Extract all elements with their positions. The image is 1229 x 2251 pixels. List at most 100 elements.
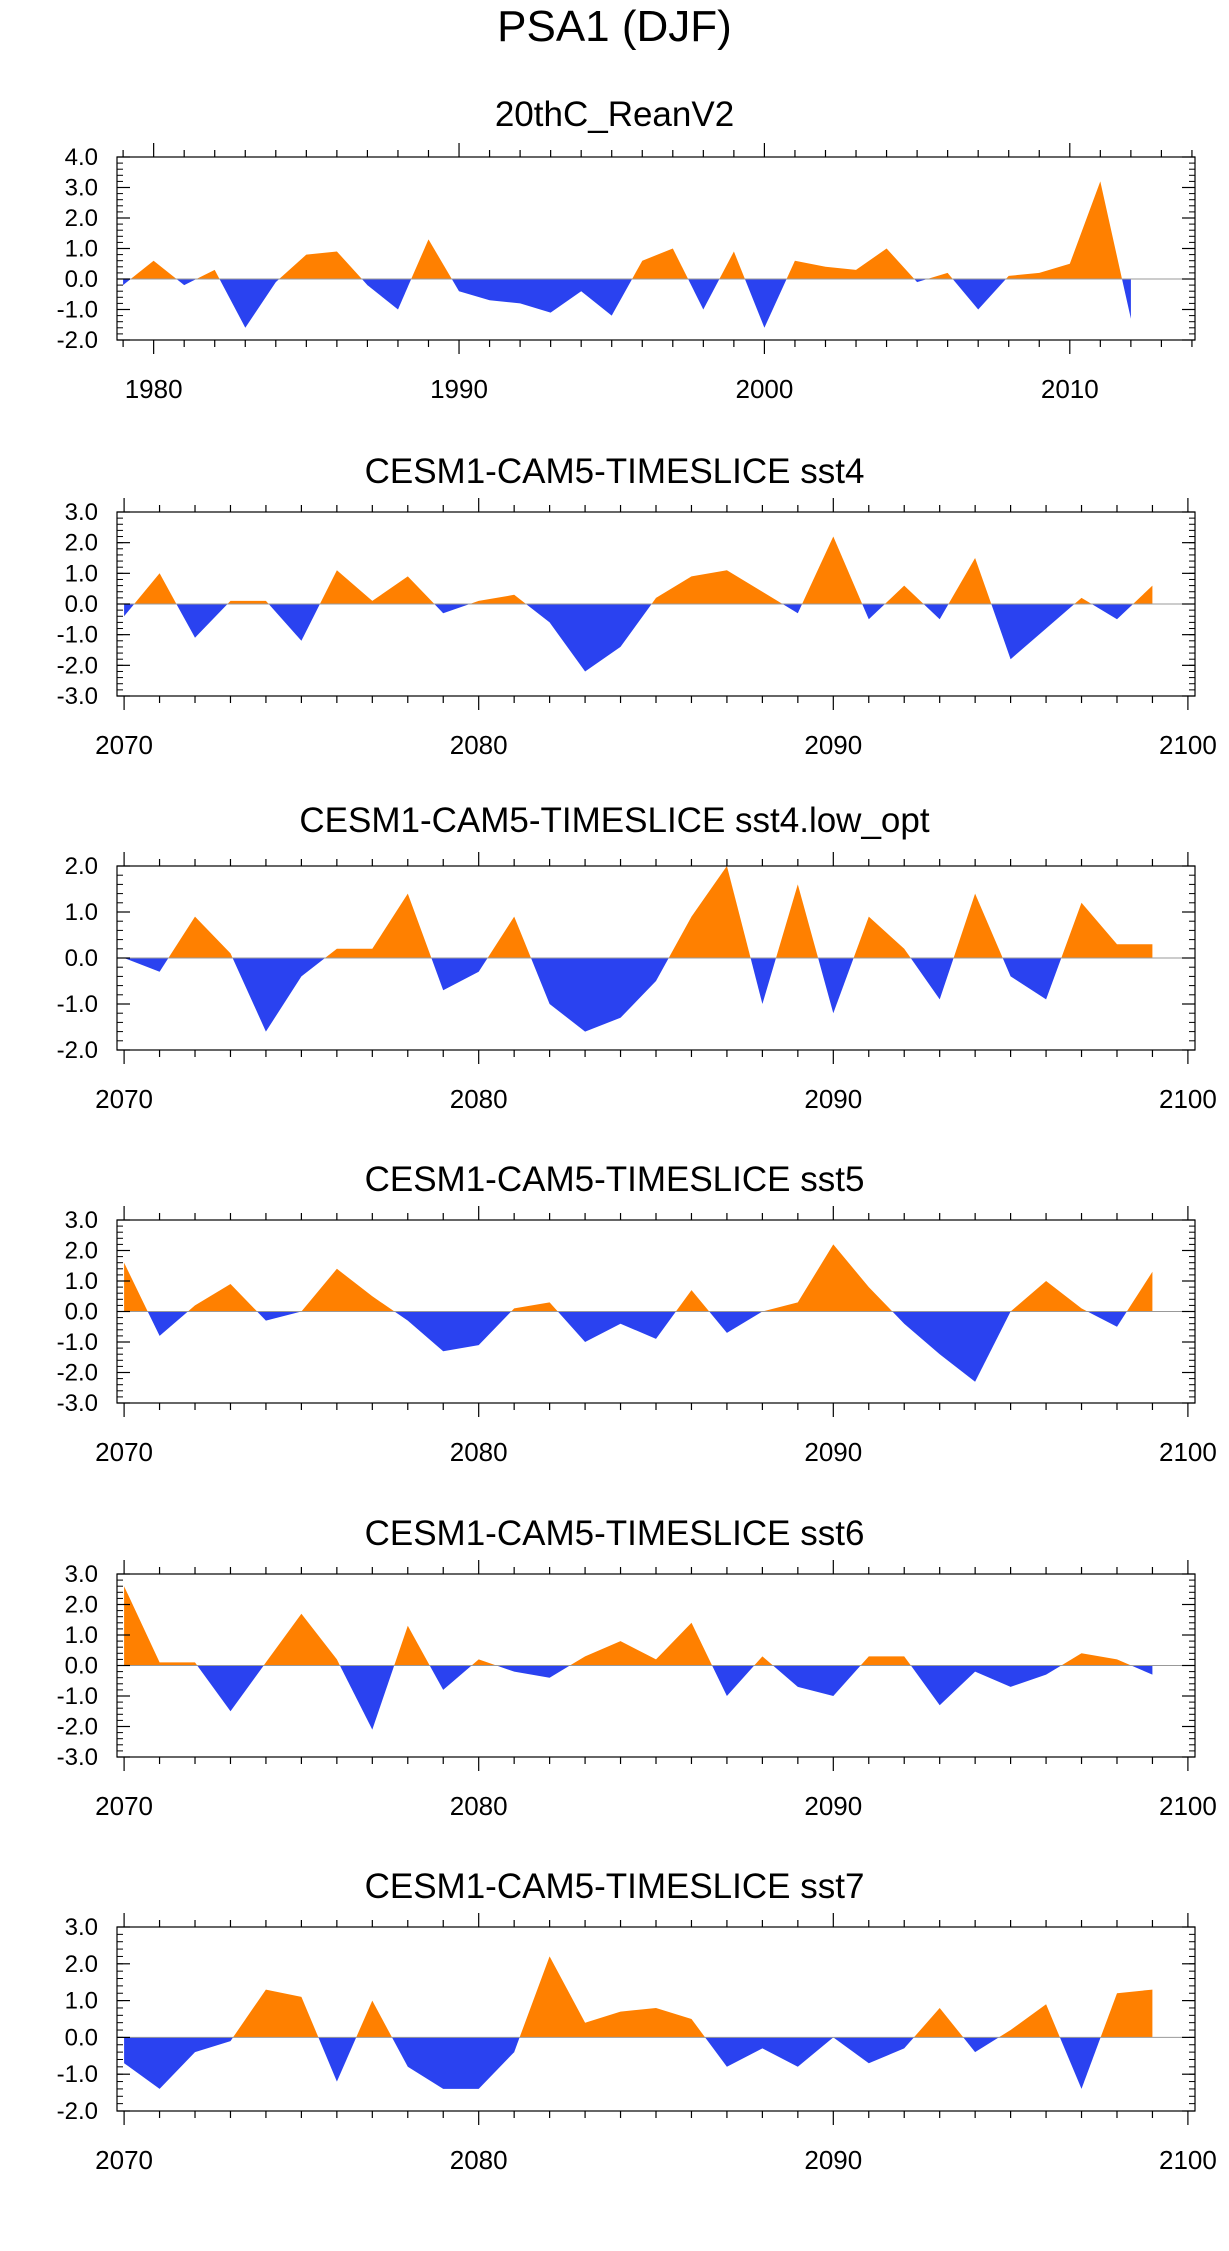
y-tick-label: 3.0 xyxy=(65,1561,98,1588)
positive-area xyxy=(787,249,915,280)
y-tick-label: 0.0 xyxy=(65,266,98,293)
negative-area xyxy=(269,604,320,641)
y-tick-label: -2.0 xyxy=(57,1037,98,1064)
negative-area xyxy=(124,958,168,972)
negative-area xyxy=(526,604,652,672)
negative-area xyxy=(318,2037,356,2081)
x-tick-label: 1990 xyxy=(430,374,488,404)
positive-area xyxy=(914,2008,963,2037)
negative-area xyxy=(818,958,854,1013)
positive-area xyxy=(320,570,435,604)
negative-area xyxy=(124,604,134,616)
y-tick-label: 2.0 xyxy=(65,853,98,880)
positive-area xyxy=(1061,1653,1131,1665)
y-tick-label: -1.0 xyxy=(57,1683,98,1710)
positive-area xyxy=(1061,903,1152,958)
positive-area xyxy=(124,1263,148,1312)
negative-area xyxy=(833,2037,914,2063)
y-tick-label: 2.0 xyxy=(65,530,98,557)
y-tick-label: -1.0 xyxy=(57,991,98,1018)
positive-area xyxy=(411,239,452,279)
chart-title: 20thC_ReanV2 xyxy=(0,95,1229,135)
negative-area xyxy=(1122,279,1131,319)
y-tick-label: 2.0 xyxy=(65,205,98,232)
y-tick-label: 3.0 xyxy=(65,499,98,526)
x-tick-label: 2100 xyxy=(1159,2145,1217,2175)
x-tick-label: 2070 xyxy=(95,1084,153,1114)
negative-area xyxy=(953,279,1006,310)
x-tick-label: 2100 xyxy=(1159,1437,1217,1467)
positive-area xyxy=(472,1659,497,1665)
positive-area xyxy=(927,273,952,279)
positive-area xyxy=(776,884,818,958)
positive-area xyxy=(394,1626,430,1666)
chart-title: CESM1-CAM5-TIMESLICE sst5 xyxy=(0,1160,1229,1200)
chart-title: CESM1-CAM5-TIMESLICE sst7 xyxy=(0,1867,1229,1907)
x-tick-label: 2080 xyxy=(450,2145,508,2175)
negative-area xyxy=(434,604,469,613)
positive-area xyxy=(168,917,232,958)
negative-area xyxy=(745,279,787,328)
x-tick-label: 1980 xyxy=(125,374,183,404)
negative-area xyxy=(431,958,487,990)
x-tick-label: 2010 xyxy=(1041,374,1099,404)
x-tick-label: 2090 xyxy=(804,1084,862,1114)
positive-area xyxy=(188,1284,257,1312)
negative-area xyxy=(688,279,719,310)
y-tick-label: -2.0 xyxy=(57,1714,98,1741)
x-tick-label: 2080 xyxy=(450,1437,508,1467)
y-tick-label: 0.0 xyxy=(65,1299,98,1326)
chart-title: CESM1-CAM5-TIMESLICE sst4.low_opt xyxy=(0,801,1229,841)
negative-area xyxy=(892,1312,1010,1382)
positive-area xyxy=(802,537,862,605)
positive-area xyxy=(325,894,431,958)
plot-frame xyxy=(117,157,1195,340)
positive-area xyxy=(754,1656,773,1665)
y-tick-label: -1.0 xyxy=(57,1329,98,1356)
positive-area xyxy=(762,1244,892,1311)
y-tick-label: 0.0 xyxy=(65,591,98,618)
negative-area xyxy=(1092,604,1133,619)
negative-area xyxy=(558,1312,676,1343)
positive-area xyxy=(131,261,177,279)
positive-area xyxy=(279,252,362,280)
x-tick-label: 2090 xyxy=(804,730,862,760)
x-tick-label: 2080 xyxy=(450,1084,508,1114)
negative-area xyxy=(257,1312,301,1321)
positive-area xyxy=(264,1614,340,1666)
x-tick-label: 2000 xyxy=(735,374,793,404)
negative-area xyxy=(197,1666,264,1712)
positive-area xyxy=(676,1290,709,1311)
negative-area xyxy=(911,958,954,999)
positive-area xyxy=(1011,1281,1088,1312)
positive-area xyxy=(124,1586,197,1665)
positive-area xyxy=(632,249,688,280)
positive-area xyxy=(1101,1990,1153,2038)
chart-title: CESM1-CAM5-TIMESLICE sst6 xyxy=(0,1514,1229,1554)
y-tick-label: -2.0 xyxy=(57,652,98,679)
negative-area xyxy=(1087,1312,1126,1327)
x-tick-label: 2100 xyxy=(1159,1084,1217,1114)
y-tick-label: 3.0 xyxy=(65,1207,98,1234)
negative-area xyxy=(496,1666,570,1678)
negative-area xyxy=(362,279,411,310)
positive-area xyxy=(854,917,911,958)
y-tick-label: 1.0 xyxy=(65,1622,98,1649)
positive-area xyxy=(949,558,992,604)
y-tick-label: -2.0 xyxy=(57,327,98,354)
positive-area xyxy=(999,2004,1060,2037)
negative-area xyxy=(705,2037,833,2066)
chart-title: CESM1-CAM5-TIMESLICE sst4 xyxy=(0,452,1229,492)
positive-area xyxy=(652,570,783,604)
x-tick-label: 2090 xyxy=(804,1791,862,1821)
negative-area xyxy=(340,1666,394,1730)
positive-area xyxy=(470,595,526,604)
negative-area xyxy=(148,1312,188,1336)
y-tick-label: 4.0 xyxy=(65,144,98,171)
positive-area xyxy=(1006,181,1122,279)
x-tick-label: 2100 xyxy=(1159,1791,1217,1821)
y-tick-label: -3.0 xyxy=(57,1744,98,1771)
